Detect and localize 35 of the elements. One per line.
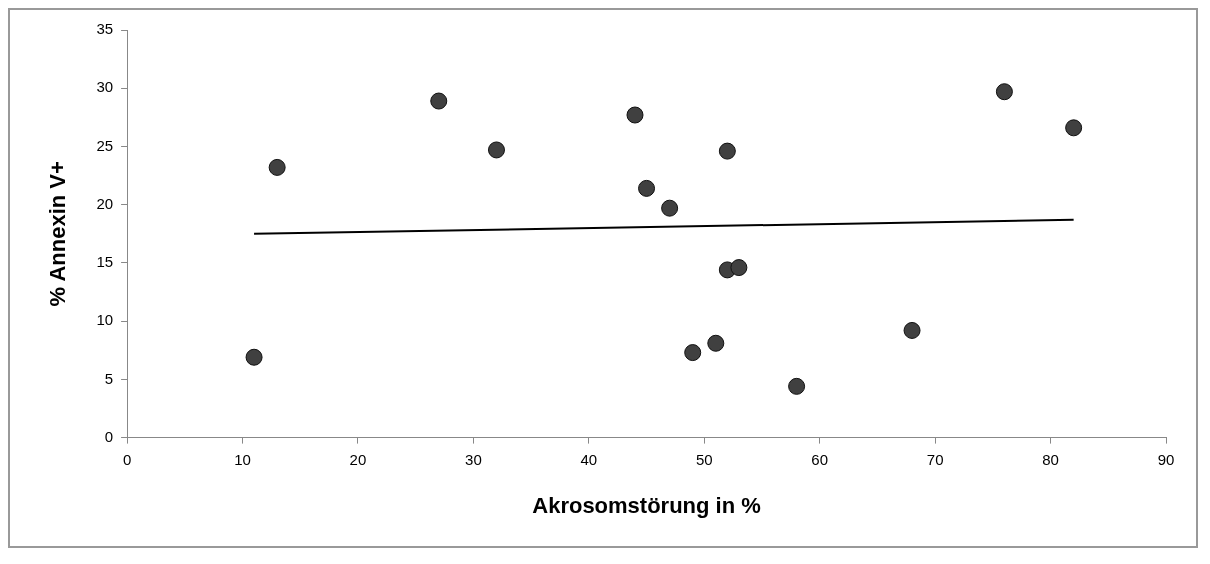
y-tick-label: 15: [96, 253, 114, 271]
y-tick-label: 25: [96, 136, 114, 154]
point: [661, 199, 679, 217]
y-tick-label: 35: [96, 20, 114, 38]
point: [788, 377, 806, 395]
x-tick-label: 30: [465, 450, 482, 468]
point: [638, 179, 656, 197]
x-tick-label: 80: [1042, 450, 1059, 468]
point: [268, 158, 286, 176]
x-tick-label: 70: [926, 450, 944, 468]
y-tick-label: 20: [96, 194, 114, 212]
x-tick-label: 50: [695, 450, 713, 468]
y-tick-label: 30: [96, 78, 114, 96]
x-axis-title: Akrosomstörung in %: [532, 492, 761, 518]
y-tick-label: 10: [96, 311, 114, 329]
y-tick-label: 5: [104, 369, 114, 387]
point: [245, 348, 263, 366]
point: [487, 141, 505, 159]
point: [430, 92, 448, 110]
x-tick-label: 90: [1157, 450, 1175, 468]
x-tick-label: 10: [234, 450, 251, 468]
point: [707, 334, 725, 352]
y-axis-title: % Annexin V+: [45, 161, 71, 307]
point: [995, 83, 1013, 101]
x-tick-label: 60: [811, 450, 829, 468]
point: [730, 259, 748, 277]
point: [1065, 119, 1083, 137]
x-tick-label: 20: [349, 450, 367, 468]
point: [684, 344, 702, 362]
y-tick-label: 0: [104, 427, 114, 445]
point: [626, 106, 644, 124]
point: [903, 321, 921, 339]
x-tick-label: 40: [580, 450, 598, 468]
x-tick-label: 0: [122, 450, 132, 468]
point: [718, 142, 736, 160]
